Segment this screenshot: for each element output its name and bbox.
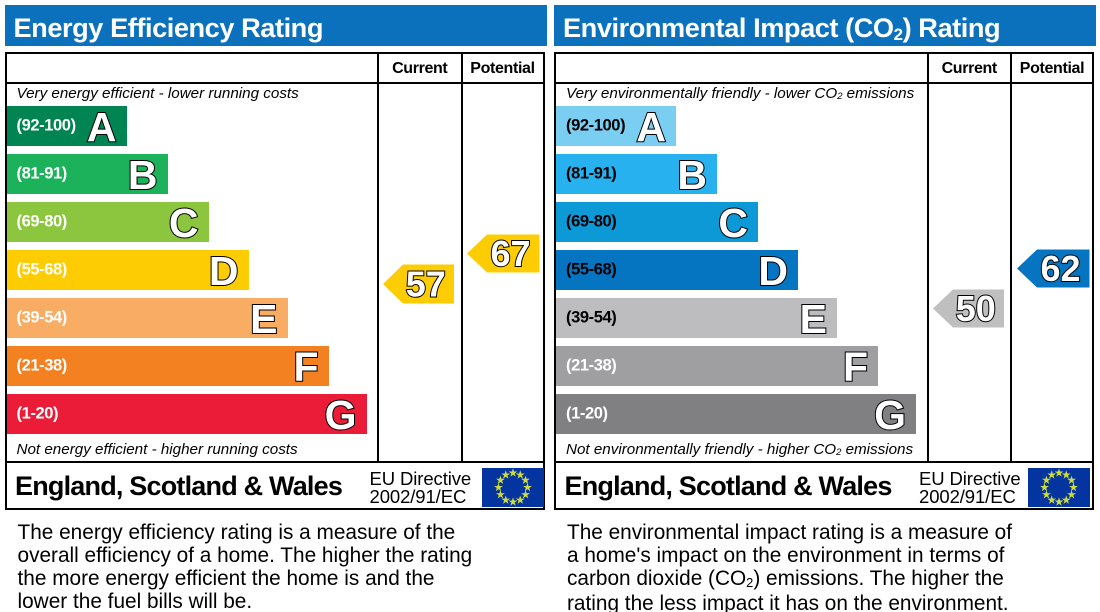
- svg-text:50: 50: [955, 288, 995, 329]
- svg-text:62: 62: [1040, 248, 1080, 289]
- svg-text:67: 67: [490, 233, 530, 274]
- svg-text:57: 57: [406, 264, 446, 305]
